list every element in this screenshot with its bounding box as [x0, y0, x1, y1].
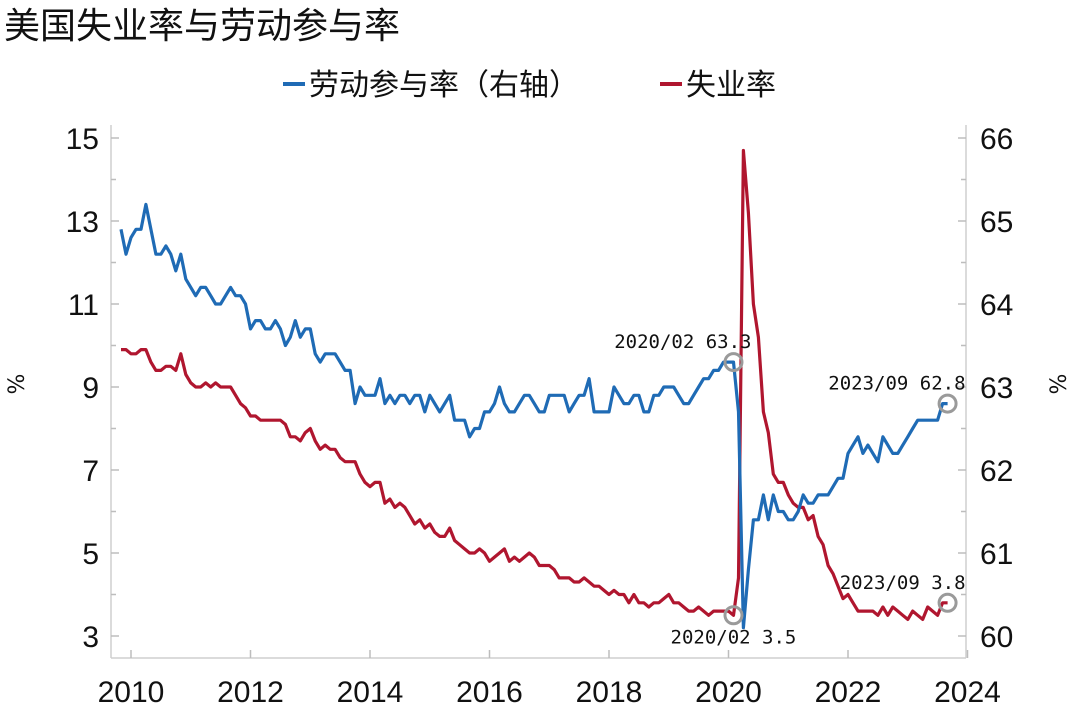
x-tick-label: 2018 [576, 676, 643, 707]
left-y-tick-label: 15 [66, 123, 99, 156]
x-tick-label: 2014 [337, 676, 404, 707]
left-y-tick-label: 3 [82, 621, 99, 654]
right-y-tick-label: 65 [980, 206, 1013, 239]
right-y-tick-label: 62 [980, 455, 1013, 488]
annotation-label: 2023/09 62.8 [828, 373, 965, 395]
x-tick-label: 2010 [98, 676, 165, 707]
left-y-axis-label: % [5, 374, 30, 395]
right-y-tick-label: 64 [980, 289, 1013, 322]
x-tick-label: 2020 [695, 676, 762, 707]
left-y-ticks: 3 5 7 9 11 13 15 [66, 123, 119, 654]
right-y-tick-label: 60 [980, 621, 1013, 654]
x-ticks: 2010 2012 2014 2016 2018 2020 2022 2024 [98, 650, 1001, 707]
legend-label-unemployment: 失业率 [686, 68, 776, 103]
x-tick-label: 2024 [934, 676, 1001, 707]
x-tick-label: 2016 [456, 676, 523, 707]
x-tick-label: 2022 [815, 676, 882, 707]
right-y-tick-label: 66 [980, 123, 1013, 156]
annotation-marker [723, 605, 744, 626]
annotation-marker [937, 592, 958, 613]
right-y-tick-label: 63 [980, 372, 1013, 405]
annotations: 2020/02 63.3 2020/02 3.5 2023/09 62.8 2023/… [614, 331, 965, 648]
chart-title: 美国失业率与劳动参与率 [4, 6, 400, 47]
series-line-unemployment [121, 148, 948, 622]
left-y-tick-label: 9 [82, 372, 99, 405]
annotation-label: 2020/02 3.5 [671, 626, 797, 648]
x-tick-label: 2012 [217, 676, 284, 707]
annotation-marker [723, 352, 744, 373]
left-y-tick-label: 11 [68, 289, 99, 322]
annotation-label: 2023/09 3.8 [840, 572, 966, 594]
legend: 劳动参与率（右轴） 失业率 [283, 68, 776, 103]
annotation-label: 2020/02 63.3 [614, 331, 751, 353]
left-y-tick-label: 7 [82, 455, 99, 488]
right-y-tick-label: 61 [980, 538, 1013, 571]
right-y-ticks: 60 61 62 63 64 65 66 [958, 123, 1013, 654]
right-y-axis-label: % [1047, 374, 1072, 395]
series-line-participation [119, 202, 948, 630]
left-y-tick-label: 5 [82, 538, 99, 571]
legend-label-participation: 劳动参与率（右轴） [309, 68, 579, 103]
left-y-tick-label: 13 [66, 206, 99, 239]
annotation-marker [937, 393, 958, 414]
